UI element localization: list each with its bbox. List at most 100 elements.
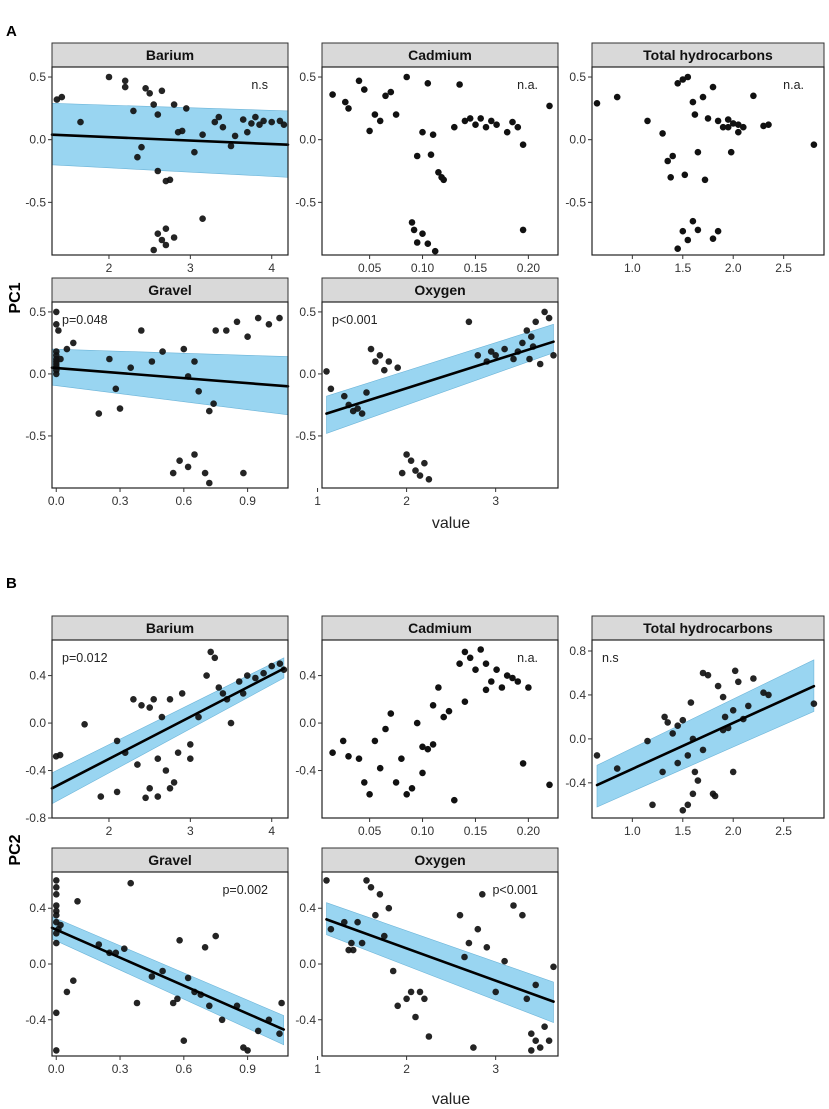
x-tick-label: 1 [314,1062,321,1076]
data-point [503,672,511,679]
data-point [461,648,469,656]
x-tick-label: 2 [106,261,113,275]
facet-grid: Barium 2 3 4 -0.5 0.0 0.5 n.s Cadmium 0.05 0.10 0.1… [25,42,825,1076]
data-point [363,877,370,884]
data-point [593,100,601,107]
data-point [203,672,210,679]
data-point [410,226,418,234]
data-point [735,121,742,128]
data-point [184,463,192,471]
data-point [342,98,349,106]
data-point [810,141,818,148]
data-point [679,76,687,83]
data-point [687,699,695,706]
data-point [191,451,198,458]
data-point [212,327,219,334]
data-point [750,92,757,100]
data-point [699,93,707,101]
data-point [276,314,283,322]
data-point [354,918,361,926]
data-point [403,791,411,798]
confidence-band [326,902,554,1023]
data-point [465,939,473,947]
data-point [127,879,134,887]
data-point [53,902,60,909]
data-point [729,120,737,127]
data-point [519,911,526,919]
data-point [526,355,533,363]
facet-title: Oxygen [414,852,465,868]
y-axis-label-pc1: PC1 [7,282,24,313]
data-point [339,737,347,745]
data-point [532,1037,539,1044]
data-point [550,963,557,971]
facet-strip [321,42,559,68]
data-point [519,141,527,148]
data-point [765,691,772,699]
data-point [514,678,522,685]
y-tick-label: 0.0 [29,716,46,730]
data-point [704,115,712,122]
data-point [412,1013,419,1021]
y-tick-label: 0.0 [29,957,46,971]
data-point [244,128,251,136]
data-point [403,73,411,81]
data-point [169,469,177,477]
data-point [613,765,621,772]
data-point [349,946,357,954]
y-tick-label: 0.0 [299,716,316,730]
data-point [53,348,60,355]
regression-line [50,133,290,147]
data-point [704,671,712,679]
data-point [63,988,71,996]
data-point [509,674,516,682]
data-point [154,167,162,175]
data-point [56,751,64,759]
y-tick-label: 0.5 [29,70,46,84]
data-point [159,348,166,355]
x-tick-label: 1.0 [624,824,641,838]
data-point [215,113,223,121]
data-point [659,768,666,776]
data-point [53,321,60,328]
data-point [429,741,437,748]
data-point [674,245,681,252]
data-point [483,944,491,951]
data-point [669,730,676,737]
data-point [199,215,206,222]
data-point [355,77,363,85]
data-point [719,693,727,701]
data-point [501,957,508,965]
plot-frame [321,66,559,256]
data-point [345,753,352,760]
data-point [488,117,495,125]
data-point [207,648,214,656]
regression-line [50,366,290,388]
y-tick-label: 0.5 [299,70,316,84]
data-point [492,352,500,359]
data-point [528,1030,535,1037]
confidence-band [51,916,285,1046]
data-point [113,737,121,745]
data-point [392,111,400,118]
data-point [248,120,255,127]
confidence-band [51,657,285,805]
data-point [105,73,113,81]
data-point [254,314,262,322]
data-point [674,80,681,87]
data-point [425,476,433,483]
data-point [57,921,64,929]
facet-a-barium: Barium 2 3 4 -0.5 0.0 0.5 n.s [25,42,290,275]
data-point [260,669,267,677]
data-point [53,939,60,947]
data-point [268,662,276,670]
data-point [474,925,482,933]
data-point [150,246,157,254]
plot-frame [51,301,289,489]
data-point [667,174,674,181]
data-point [53,884,60,891]
x-tick-label: 0.3 [112,494,129,508]
plot-frame [591,639,825,819]
data-point [709,235,717,242]
